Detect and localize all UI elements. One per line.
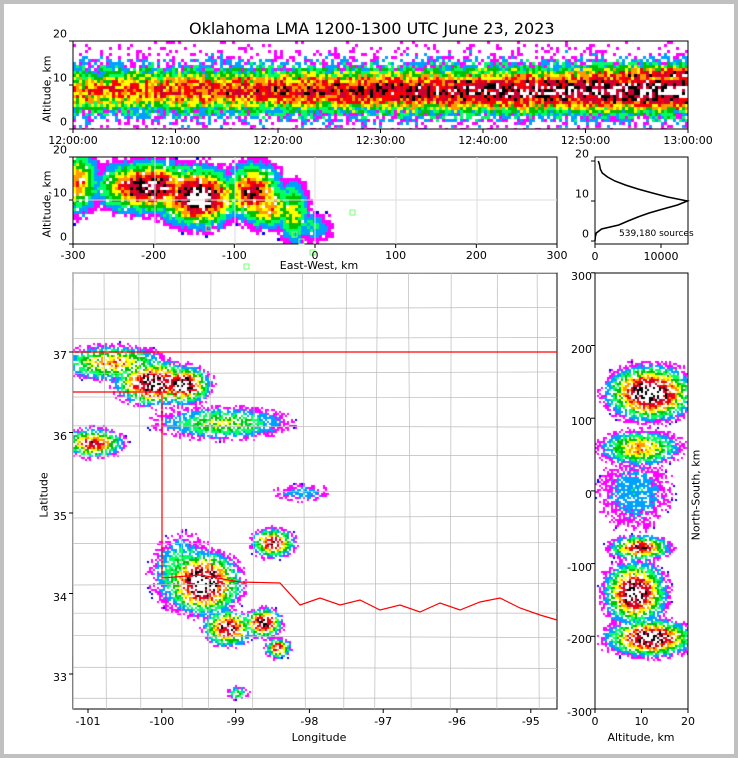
- lma-station-marker: [309, 249, 316, 256]
- ew-ylabel: Altitude, km: [40, 170, 54, 238]
- county-line: [72, 455, 558, 457]
- alt-tick-label: 20: [53, 143, 67, 157]
- county-line: [72, 337, 558, 339]
- ns-panel-frame: [594, 272, 689, 710]
- lon-tick-label: -97: [374, 715, 393, 728]
- lat-tick-label: 34: [53, 590, 67, 604]
- time-tick-label: 12:20:00: [253, 134, 303, 147]
- county-line: [72, 542, 558, 544]
- lat-tick-label: 37: [53, 349, 67, 362]
- time-tick-label: 12:10:00: [150, 134, 201, 147]
- lon-tick-label: -99: [226, 715, 245, 728]
- map-ylabel: Latitude: [37, 472, 51, 518]
- ew-xlabel: East-West, km: [279, 259, 359, 272]
- county-line: [72, 490, 558, 493]
- ns-tick-label: -300: [567, 706, 592, 719]
- lon-tick-label: -100: [149, 715, 175, 728]
- lma-station-marker: [243, 263, 250, 270]
- ew-tick-label: -300: [60, 249, 86, 262]
- county-line: [72, 666, 558, 669]
- lma-station-marker: [298, 238, 305, 245]
- hist-y-tick: 10: [575, 187, 589, 201]
- ew-tick-label: -200: [141, 249, 167, 262]
- county-line: [72, 515, 558, 519]
- time-tick-label: 12:50:00: [560, 134, 611, 147]
- ns-tick-label: 0: [585, 487, 592, 501]
- county-line: [72, 635, 558, 638]
- alt-tick-label: 10: [53, 71, 67, 85]
- county-line: [343, 272, 347, 710]
- county-line: [72, 396, 558, 399]
- hist-y-tick: 0: [582, 227, 589, 241]
- ns-tick-label: -100: [567, 560, 592, 574]
- ns-tick-label: 300: [571, 269, 592, 283]
- county-line: [302, 272, 306, 710]
- lon-tick-label: -101: [75, 715, 101, 728]
- lon-tick-label: -96: [448, 715, 466, 728]
- ns-alt-tick: 20: [681, 715, 695, 728]
- hist-x-tick: 10000: [643, 250, 679, 263]
- map-xlabel: Longitude: [291, 731, 347, 744]
- ns-alt-tick: 10: [634, 715, 649, 728]
- time-tick-label: 13:00:00: [663, 134, 713, 147]
- lon-tick-label: -98: [300, 715, 319, 728]
- hist-x-tick: 0: [591, 250, 599, 263]
- county-line: [408, 272, 412, 710]
- time-tick-label: 12:30:00: [355, 134, 406, 147]
- ew-tick-label: -100: [221, 249, 247, 262]
- county-line: [103, 272, 107, 710]
- time-panel-frame: [72, 40, 689, 130]
- lma-station-marker: [291, 231, 298, 238]
- alt-tick-label: 20: [53, 27, 67, 41]
- ew-tick-label: 0: [311, 249, 319, 262]
- lat-tick-label: 35: [53, 510, 67, 523]
- axes-layer: [69, 40, 690, 713]
- time-tick-label: 12:00:00: [48, 134, 98, 147]
- county-line: [72, 371, 558, 374]
- ns-tick-label: -200: [567, 633, 592, 647]
- alt-tick-label: 0: [60, 230, 67, 244]
- source-count: 539,180 sources: [619, 229, 694, 239]
- lma-figure: Oklahoma LMA 1200-1300 UTC June 23, 2023…: [4, 4, 734, 754]
- county-line: [374, 272, 378, 710]
- oklahoma-border: [73, 391, 558, 621]
- county-line: [449, 272, 452, 710]
- ns-tick-label: 100: [571, 415, 592, 429]
- lma-station-marker: [205, 225, 212, 232]
- northsouth-altitude-density: [595, 273, 688, 709]
- figure-title: Oklahoma LMA 1200-1300 UTC June 23, 2023: [189, 19, 555, 38]
- ew-tick-label: 300: [546, 249, 568, 262]
- ew-tick-label: 200: [465, 249, 487, 262]
- lat-tick-label: 36: [53, 429, 67, 443]
- county-line: [72, 582, 558, 586]
- lat-tick-label: 33: [53, 671, 67, 684]
- alt-tick-label: 10: [53, 186, 67, 200]
- ns-alt-tick: 0: [591, 715, 599, 728]
- county-line: [138, 272, 142, 710]
- time-panel-ylabel: Altitude, km: [40, 55, 54, 123]
- altitude-histogram-line: [594, 160, 690, 242]
- county-line: [72, 425, 558, 428]
- ns-ylabel: North-South, km: [689, 449, 703, 541]
- county-line: [72, 306, 558, 310]
- time-tick-label: 12:40:00: [458, 134, 508, 147]
- ns-tick-label: 200: [571, 342, 592, 356]
- ns-xlabel: Altitude, km: [607, 731, 675, 744]
- alt-tick-label: 0: [60, 115, 67, 129]
- lon-tick-label: -95: [521, 715, 540, 728]
- lma-station-marker: [349, 209, 356, 216]
- time-altitude-density: [73, 41, 688, 129]
- hist-y-tick: 20: [575, 147, 589, 161]
- ew-tick-label: 100: [385, 249, 407, 262]
